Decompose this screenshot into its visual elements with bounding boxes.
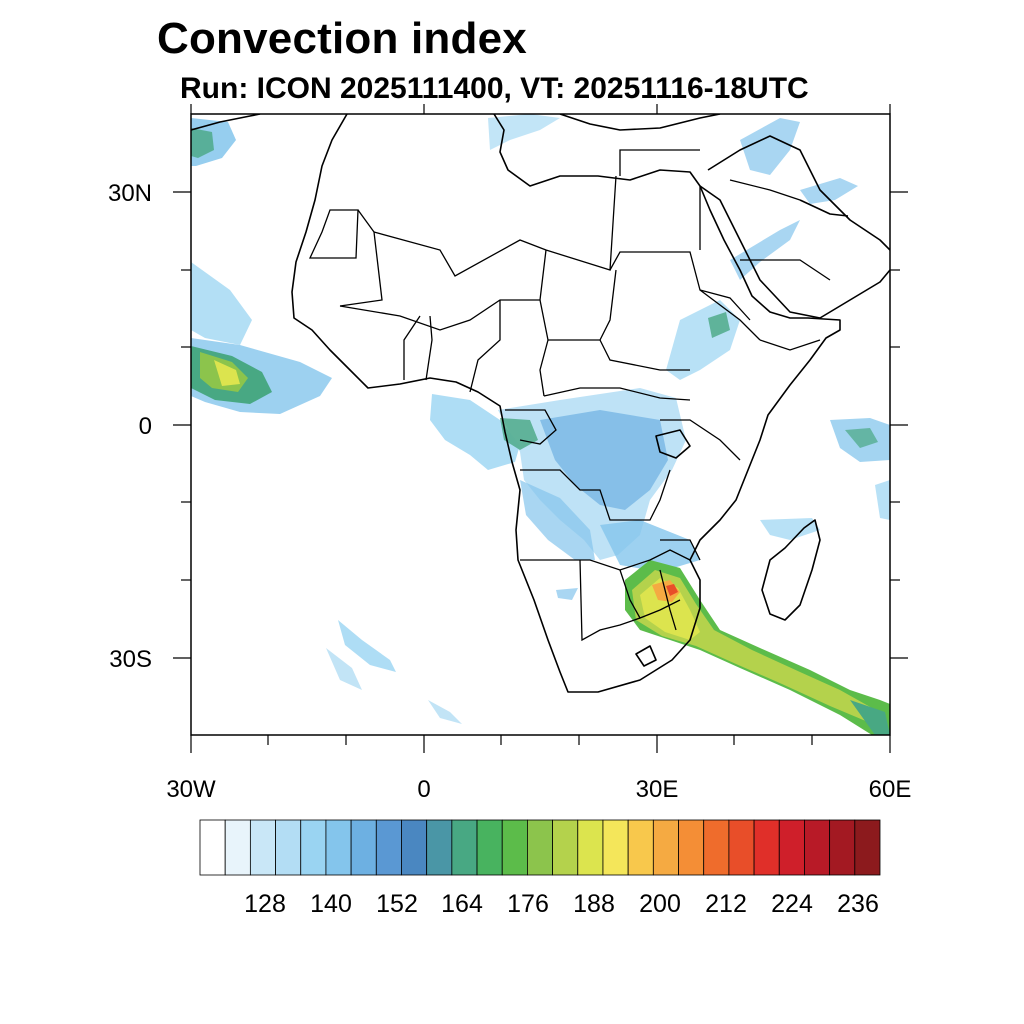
- colorbar: [199, 819, 881, 876]
- colorbar-swatch: [627, 819, 654, 876]
- colorbar-label: 188: [573, 890, 615, 918]
- colorbar-swatch: [224, 819, 251, 876]
- axis-ticks: [173, 104, 908, 753]
- chart-title: Convection index: [157, 14, 527, 63]
- colorbar-label: 128: [244, 890, 286, 918]
- colorbar-label: 236: [837, 890, 879, 918]
- colorbar-swatch: [753, 819, 780, 876]
- y-tick-label: 30N: [108, 180, 152, 207]
- colorbar-label: 212: [705, 890, 747, 918]
- colorbar-swatch: [426, 819, 453, 876]
- colorbar-swatch: [451, 819, 478, 876]
- colorbar-swatch: [602, 819, 629, 876]
- colorbar-swatch: [552, 819, 579, 876]
- colorbar-label: 140: [310, 890, 352, 918]
- chart-subtitle: Run: ICON 2025111400, VT: 20251116-18UTC: [180, 72, 809, 105]
- colorbar-label: 176: [507, 890, 549, 918]
- colorbar-swatch: [703, 819, 730, 876]
- convection-field: [191, 114, 890, 735]
- x-tick-label: 30W: [166, 776, 216, 803]
- colorbar-swatch: [300, 819, 327, 876]
- y-tick-label: 0: [139, 413, 152, 440]
- colorbar-swatch: [527, 819, 553, 876]
- x-axis-labels: 30W 0 30E 60E: [166, 776, 911, 803]
- colorbar-swatch: [778, 819, 805, 876]
- colorbar-swatch: [829, 819, 856, 876]
- x-tick-label: 30E: [636, 776, 679, 803]
- colorbar-swatch: [401, 819, 428, 876]
- colorbar-labels: 128 140 152 164 176 188 200 212 224 236: [244, 890, 879, 918]
- colorbar-label: 152: [376, 890, 418, 918]
- colorbar-swatch: [249, 819, 276, 876]
- colorbar-swatch: [199, 819, 226, 876]
- colorbar-swatch: [476, 819, 503, 876]
- x-tick-label: 0: [417, 776, 430, 803]
- x-tick-label: 60E: [869, 776, 912, 803]
- colorbar-swatch: [652, 819, 679, 876]
- country-borders: [308, 149, 831, 642]
- colorbar-label: 224: [771, 890, 813, 918]
- colorbar-swatch: [501, 819, 528, 876]
- colorbar-swatch: [728, 819, 755, 876]
- colorbar-swatch: [375, 819, 402, 876]
- colorbar-swatch: [350, 819, 377, 876]
- colorbar-label: 200: [639, 890, 681, 918]
- colorbar-label: 164: [441, 890, 483, 918]
- y-tick-label: 30S: [109, 646, 152, 673]
- colorbar-swatch: [804, 819, 831, 876]
- colorbar-swatch: [577, 819, 604, 876]
- y-axis-labels: 30N 0 30S: [108, 180, 152, 673]
- colorbar-swatch: [678, 819, 705, 876]
- colorbar-swatch: [325, 819, 352, 876]
- coastlines: [191, 114, 890, 693]
- colorbar-swatch: [275, 819, 302, 876]
- colorbar-swatch: [854, 819, 881, 876]
